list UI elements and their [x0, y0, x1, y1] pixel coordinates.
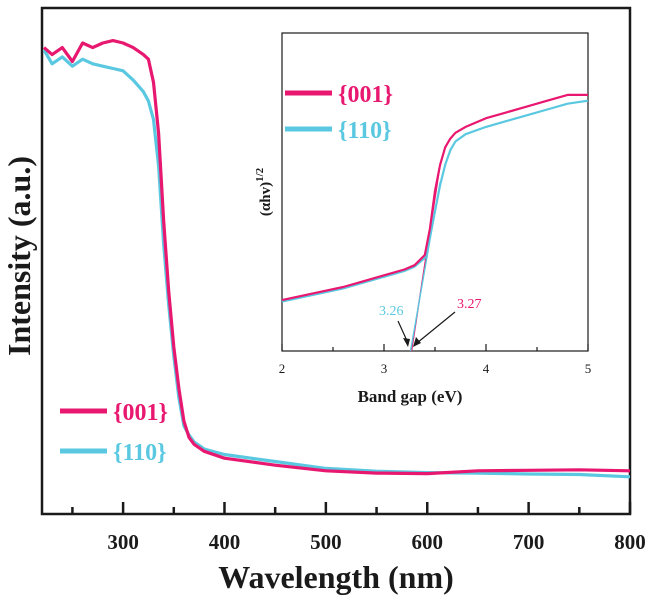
inset-y-axis-label-superscript: 1/2 [254, 167, 266, 182]
main-series-lines [42, 38, 631, 479]
main-x-tick-label-700: 700 [513, 530, 545, 554]
annotation-arrowhead-3-26 [403, 338, 410, 347]
main-y-axis-label: Intensity (a.u.) [1, 156, 37, 356]
inset-x-tick-label-5: 5 [585, 361, 592, 376]
annotation-arrowhead-3-27 [413, 337, 421, 347]
annotation-3-27: 3.27 [457, 297, 482, 312]
inset-x-tick-labels: 2 3 4 5 [279, 361, 592, 376]
inset-series-lines [281, 93, 589, 303]
inset-series-line-001 [281, 93, 588, 302]
annotation-arrow-3-27 [416, 311, 456, 344]
main-chart: 300 400 500 600 700 800 Wavelength (nm) Inten… [1, 6, 646, 595]
inset-x-tick-label-3: 3 [381, 361, 388, 376]
inset-legend-label-110: {110} [338, 118, 392, 144]
inset-plot-frame [281, 32, 589, 352]
main-x-tick-label-800: 800 [614, 530, 646, 554]
inset-annotations: 3.26 3.27 [379, 297, 482, 347]
inset-x-tick-label-4: 4 [483, 361, 490, 376]
main-x-tick-labels: 300 400 500 600 700 800 [107, 530, 645, 554]
main-legend-label-110: {110} [113, 440, 167, 466]
main-x-tick-label-300: 300 [107, 530, 139, 554]
main-x-tick-label-400: 400 [209, 530, 241, 554]
inset-series-line-110 [281, 99, 589, 303]
main-legend: {001} {110} [60, 400, 168, 466]
inset-x-tick-label-2: 2 [279, 361, 286, 376]
main-tick-marks [71, 502, 632, 514]
main-series-line-001 [42, 38, 631, 476]
inset-x-axis-label: Band gap (eV) [358, 387, 463, 406]
main-legend-label-001: {001} [113, 400, 168, 426]
inset-y-axis-label: (αhv)1/2 [254, 167, 274, 216]
inset-tick-marks [281, 344, 589, 351]
inset-legend-label-001: {001} [338, 82, 393, 108]
inset-y-axis-label-base: (αhv) [258, 182, 274, 216]
main-plot-frame [40, 6, 632, 516]
inset-legend: {001} {110} [285, 82, 393, 144]
annotation-3-26: 3.26 [379, 304, 404, 319]
main-x-tick-label-600: 600 [411, 530, 443, 554]
main-x-tick-label-500: 500 [310, 530, 342, 554]
main-x-axis-label: Wavelength (nm) [218, 559, 454, 595]
